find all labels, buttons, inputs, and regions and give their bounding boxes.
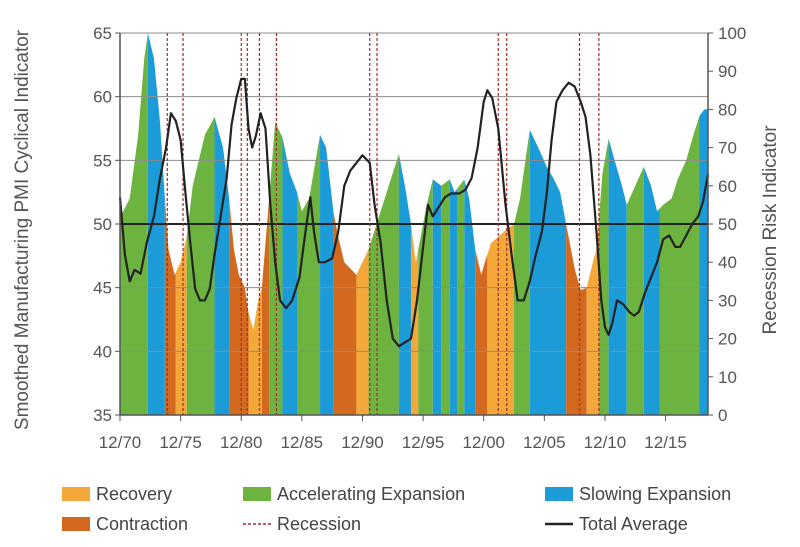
band-accelerating (418, 179, 433, 415)
legend-label-accelerating: Accelerating Expansion (277, 484, 465, 504)
x-tick-label: 12/95 (402, 433, 445, 452)
right-tick-label: 20 (718, 330, 737, 349)
x-tick-label: 12/85 (281, 433, 324, 452)
x-tick-label: 12/05 (523, 433, 566, 452)
left-tick-label: 40 (93, 342, 112, 361)
legend-swatch-contraction (62, 517, 90, 531)
band-accelerating (457, 179, 465, 415)
band-slowing (282, 137, 298, 415)
legend-label-slowing: Slowing Expansion (579, 484, 731, 504)
legend-swatch-accelerating (243, 487, 271, 501)
legend-swatch-slowing (545, 487, 573, 501)
band-slowing (214, 117, 230, 415)
left-axis-title: Smoothed Manufacturing PMI Cyclical Indi… (12, 29, 33, 430)
right-tick-label: 70 (718, 139, 737, 158)
band-accelerating (626, 166, 644, 415)
right-tick-label: 40 (718, 253, 737, 272)
right-tick-label: 80 (718, 100, 737, 119)
band-accelerating (297, 134, 321, 415)
right-tick-label: 50 (718, 215, 737, 234)
phase-area-bands (120, 33, 708, 416)
band-contraction (229, 198, 249, 415)
x-tick-label: 12/80 (220, 433, 263, 452)
left-tick-label: 55 (93, 151, 112, 170)
band-slowing (608, 138, 627, 415)
band-accelerating (368, 153, 399, 415)
legend-label-recovery: Recovery (96, 484, 172, 504)
band-slowing (529, 129, 567, 415)
left-tick-label: 50 (93, 215, 112, 234)
legend-swatch-recovery (62, 487, 90, 501)
x-tick-label: 12/10 (584, 433, 627, 452)
x-tick-label: 12/00 (462, 433, 505, 452)
right-axis-ticks: 0 10 20 30 40 50 60 70 80 90 100 (708, 24, 746, 425)
band-slowing (320, 134, 334, 415)
right-tick-label: 10 (718, 368, 737, 387)
x-tick-label: 12/15 (644, 433, 687, 452)
x-tick-label: 12/70 (99, 433, 142, 452)
band-slowing (699, 109, 708, 416)
band-recovery (356, 249, 369, 415)
band-contraction (261, 198, 270, 415)
band-accelerating (659, 115, 700, 416)
band-accelerating (514, 129, 530, 415)
band-slowing (464, 179, 476, 415)
x-tick-label: 12/90 (341, 433, 384, 452)
legend: Recovery Accelerating Expansion Slowing Ex… (62, 484, 731, 534)
band-accelerating (598, 138, 609, 415)
band-recovery (586, 218, 599, 415)
total-average-line (118, 77, 710, 348)
band-recovery (487, 224, 515, 415)
band-accelerating (186, 117, 215, 415)
band-slowing (643, 166, 660, 415)
left-tick-label: 65 (93, 24, 112, 43)
band-slowing (449, 179, 458, 415)
x-tick-label: 12/75 (159, 433, 202, 452)
band-recovery (175, 236, 187, 415)
band-slowing (398, 153, 411, 415)
right-tick-label: 0 (718, 406, 727, 425)
right-axis-title: Recession Risk Indicator (760, 125, 781, 335)
band-accelerating (441, 179, 450, 415)
left-tick-label: 35 (93, 406, 112, 425)
left-tick-label: 60 (93, 88, 112, 107)
total-average-line-group (118, 77, 710, 348)
right-tick-label: 60 (718, 177, 737, 196)
band-contraction (566, 224, 587, 415)
legend-label-recession: Recession (277, 514, 361, 534)
right-tick-label: 30 (718, 291, 737, 310)
band-contraction (333, 211, 357, 415)
left-axis-ticks: 35 40 45 50 55 60 65 (93, 24, 120, 425)
left-tick-label: 45 (93, 279, 112, 298)
band-slowing (432, 179, 442, 415)
right-tick-label: 90 (718, 62, 737, 81)
band-contraction (164, 198, 176, 415)
x-axis-ticks: 12/70 12/75 12/80 12/85 12/90 12/95 12/00 12/05… (99, 415, 687, 452)
legend-label-contraction: Contraction (96, 514, 188, 534)
band-contraction (475, 249, 488, 415)
right-tick-label: 100 (718, 24, 746, 43)
legend-label-total: Total Average (579, 514, 688, 534)
